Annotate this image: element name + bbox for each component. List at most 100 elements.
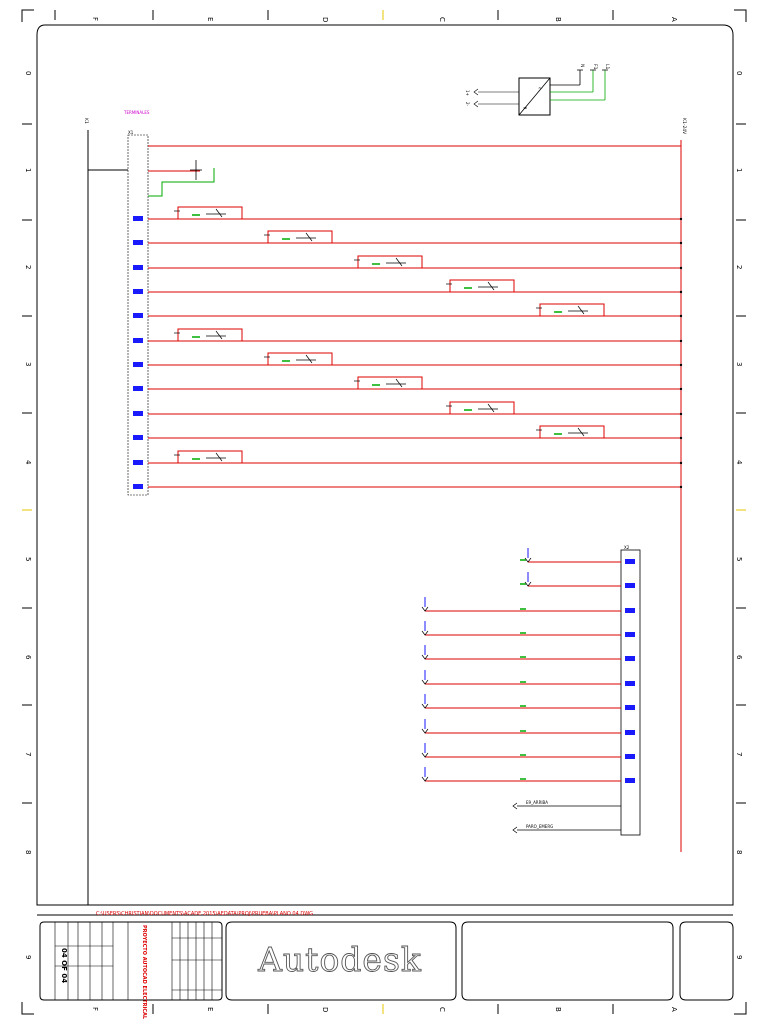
signal-n: N bbox=[579, 64, 585, 67]
row-num-0: 0 bbox=[24, 71, 32, 75]
terminal-marker bbox=[133, 460, 143, 465]
io-terminal-marker bbox=[625, 705, 635, 710]
rung-5 bbox=[133, 303, 683, 318]
rung-6 bbox=[133, 328, 683, 343]
io-line-10 bbox=[421, 767, 635, 783]
terminal-marker bbox=[133, 313, 143, 318]
column-letters-bottom: F E D C B A bbox=[91, 1007, 678, 1012]
terminal-marker bbox=[133, 216, 143, 221]
terminal-marker bbox=[133, 265, 143, 270]
col-letter-b: B bbox=[554, 17, 562, 22]
row-num-3-right: 3 bbox=[735, 362, 743, 366]
row-num-6-right: 6 bbox=[735, 655, 743, 660]
row-numbers-right: 0 1 2 3 4 5 6 7 8 9 bbox=[735, 71, 743, 959]
io-line-1 bbox=[520, 548, 635, 564]
io-terminal-marker bbox=[625, 559, 635, 564]
terminal-marker bbox=[133, 435, 143, 440]
logo-panel bbox=[225, 921, 457, 1001]
row-num-9: 9 bbox=[24, 955, 32, 959]
row-num-8: 8 bbox=[24, 850, 32, 854]
row-num-5-right: 5 bbox=[735, 557, 743, 561]
rung-1 bbox=[133, 206, 683, 221]
rung-9 bbox=[133, 401, 683, 416]
io-block: X2 E9_ARRIBA PARO_EMERG bbox=[421, 545, 641, 836]
row-num-2-right: 2 bbox=[735, 265, 743, 269]
io-line-8 bbox=[421, 719, 635, 735]
row-ticks bbox=[22, 123, 746, 804]
left-power-bus: K1 TERMINALES X1 bbox=[83, 110, 150, 905]
bus-label-left: K1 bbox=[83, 118, 89, 124]
rung-2 bbox=[133, 230, 683, 245]
io-terminal-marker bbox=[625, 730, 635, 735]
drawing-path: C:\USERS\CHRISTIAN\DOCUMENTS\ACADE 2015\… bbox=[96, 911, 313, 917]
terminal-marker bbox=[133, 338, 143, 343]
col-letter-f: F bbox=[91, 17, 99, 21]
control-rung-top bbox=[148, 145, 681, 197]
col-letter-b-bottom: B bbox=[554, 1007, 562, 1012]
row-num-7: 7 bbox=[24, 752, 32, 756]
rung-4 bbox=[133, 279, 683, 294]
project-title: PROYECTO AUTOCAD ELECTRICAL bbox=[141, 925, 147, 1020]
terminal-marker bbox=[133, 362, 143, 367]
col-letter-a: A bbox=[670, 17, 678, 22]
sheet-number: 04 OF 04 bbox=[60, 948, 68, 983]
io-line-6 bbox=[421, 670, 635, 686]
autodesk-logo: Autodesk bbox=[257, 940, 422, 979]
source-tag-plus: 1+ bbox=[465, 90, 470, 96]
terminal-marker bbox=[133, 240, 143, 245]
col-letter-f-bottom: F bbox=[91, 1007, 99, 1011]
svg-text:~: ~ bbox=[538, 85, 543, 92]
row-num-0-right: 0 bbox=[735, 71, 743, 75]
io-line-2 bbox=[520, 572, 635, 588]
row-num-7-right: 7 bbox=[735, 752, 743, 756]
col-letter-e-bottom: E bbox=[206, 1007, 214, 1011]
row-num-6: 6 bbox=[24, 655, 32, 660]
terminal-marker bbox=[133, 411, 143, 416]
terminal-marker bbox=[133, 289, 143, 294]
terminal-header: TERMINALES bbox=[123, 110, 150, 115]
io-wires bbox=[421, 548, 635, 783]
io-line-9 bbox=[421, 743, 635, 759]
column-letters-top: F E D C B A bbox=[91, 17, 678, 22]
signal-l1: L1 bbox=[604, 64, 610, 70]
col-letter-d-bottom: D bbox=[321, 1007, 329, 1012]
row-num-5: 5 bbox=[24, 557, 32, 561]
io-terminal-marker bbox=[625, 778, 635, 783]
row-num-9-right: 9 bbox=[735, 955, 743, 959]
source-tag-minus: 2- bbox=[465, 102, 470, 107]
rung-11 bbox=[133, 450, 683, 465]
col-letter-d: D bbox=[321, 17, 329, 22]
row-num-8-right: 8 bbox=[735, 850, 743, 854]
col-letter-c: C bbox=[438, 17, 446, 22]
rung-10 bbox=[133, 425, 683, 440]
signal-f1: F1 bbox=[592, 64, 598, 70]
io-block-label: X2 bbox=[624, 545, 630, 550]
col-letter-c-bottom: C bbox=[438, 1007, 446, 1012]
terminal-marker bbox=[133, 484, 143, 489]
io-line-7 bbox=[421, 694, 635, 710]
terminal-block-label: X1 bbox=[128, 130, 134, 135]
col-letter-a-bottom: A bbox=[670, 1007, 678, 1012]
row-num-1: 1 bbox=[24, 168, 32, 172]
column-ticks bbox=[54, 10, 614, 1014]
info-panel-small bbox=[679, 921, 734, 1001]
io-line-5 bbox=[421, 645, 635, 661]
io-terminal-marker bbox=[625, 608, 635, 613]
io-terminal-marker bbox=[625, 632, 635, 637]
svg-text:=: = bbox=[523, 106, 527, 112]
right-power-bus: K1-24V bbox=[680, 118, 687, 852]
title-block: C:\USERS\CHRISTIAN\DOCUMENTS\ACADE 2015\… bbox=[39, 911, 734, 1020]
row-num-4-right: 4 bbox=[735, 460, 743, 465]
io-input-paro-emerg: PARO_EMERG bbox=[526, 824, 553, 829]
info-panel-blank bbox=[461, 921, 674, 1001]
io-terminal-marker bbox=[625, 754, 635, 759]
io-input-e9-arriba: E9_ARRIBA bbox=[526, 800, 548, 805]
row-num-4: 4 bbox=[24, 460, 32, 465]
rung-12 bbox=[133, 484, 683, 489]
rung-7 bbox=[133, 352, 683, 367]
bus-label-right: K1-24V bbox=[681, 118, 687, 135]
io-terminal-marker bbox=[625, 583, 635, 588]
rung-8 bbox=[133, 376, 683, 391]
terminal-marker bbox=[133, 386, 143, 391]
